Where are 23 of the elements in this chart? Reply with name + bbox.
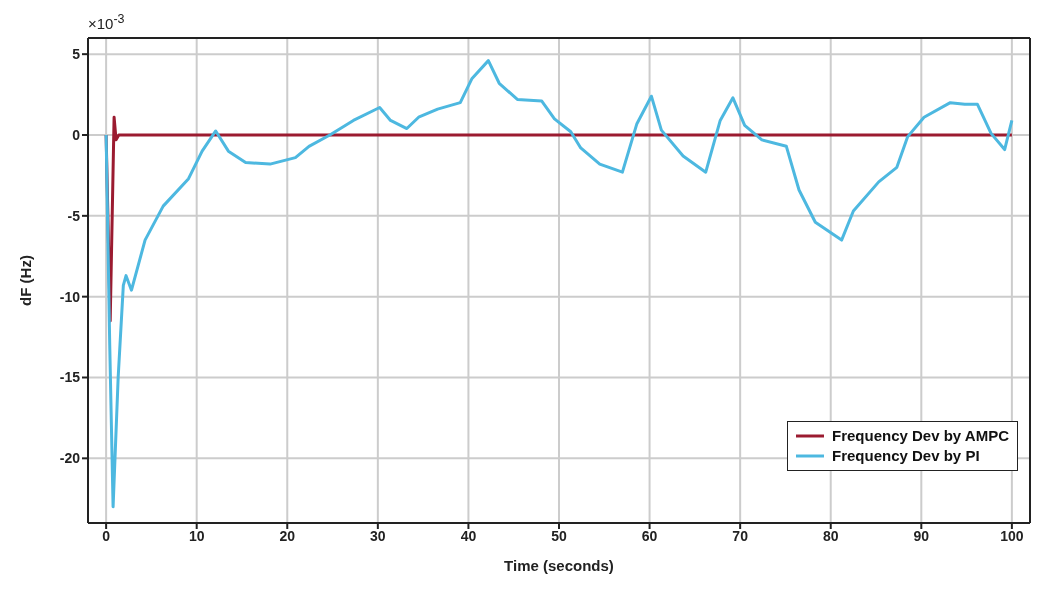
y-tick-label: -10 [59,288,81,305]
legend-label: Frequency Dev by PI [832,446,980,466]
y-tick-label: -5 [67,207,81,224]
y-axis-title: dF (Hz) [17,255,35,306]
x-tick-label: 10 [188,527,205,544]
y-tick-label: -15 [59,369,81,386]
x-tick-label: 30 [370,527,386,544]
y-tick-label: 0 [72,126,81,143]
legend-label: Frequency Dev by AMPC [832,426,1009,446]
text: ×10$^{-3}$ [88,12,125,32]
x-tick-label: 90 [913,527,930,544]
x-tick-label: 0 [102,527,111,544]
x-tick-label: 40 [460,527,477,544]
x-tick-label: 60 [641,527,658,544]
x-tick-label: 20 [279,527,296,544]
x-tick-label: 100 [1000,527,1024,544]
x-tick-label: 80 [822,527,839,544]
y-tick-label: 5 [72,46,81,63]
x-axis-title: Time (seconds) [504,557,614,574]
y-tick-label: -20 [59,450,81,467]
x-tick-label: 70 [732,527,749,544]
x-tick-label: 50 [551,527,567,544]
line-series [104,59,1014,509]
